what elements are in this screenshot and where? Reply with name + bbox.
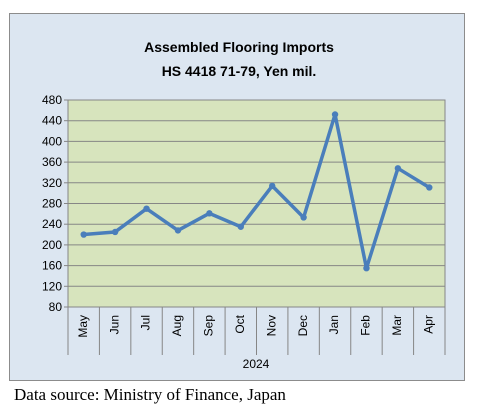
series-line	[81, 112, 432, 270]
y-tick-label: 120	[42, 279, 62, 293]
y-tick-label: 400	[42, 134, 62, 148]
x-tick-label: Oct	[233, 314, 247, 333]
y-tick-label: 440	[42, 114, 62, 128]
y-tick-label: 480	[42, 93, 62, 107]
x-tick-label: Aug	[170, 315, 184, 336]
data-source-note: Data source: Ministry of Finance, Japan	[14, 385, 286, 404]
y-tick-label: 360	[42, 155, 62, 169]
chart-title-line-2: HS 4418 71-79, Yen mil.	[162, 63, 317, 79]
data-point	[80, 231, 87, 238]
x-tick-label: Nov	[264, 315, 278, 336]
data-point	[111, 228, 119, 236]
data-point	[300, 214, 307, 221]
y-tick-label: 240	[42, 217, 62, 231]
data-point	[426, 184, 433, 191]
x-tick-label: Jan	[327, 315, 341, 334]
x-tick-label: Dec	[296, 315, 310, 336]
data-series	[80, 111, 433, 272]
x-tick-label: Jun	[107, 315, 121, 334]
x-tick-label: Jul	[139, 315, 153, 330]
y-tick-label: 80	[49, 300, 63, 314]
data-point	[394, 165, 402, 172]
x-tick-label: Apr	[421, 315, 435, 334]
x-tick-label: Sep	[202, 315, 216, 337]
data-point	[331, 111, 339, 118]
data-point	[206, 210, 213, 217]
chart-title-line-1: Assembled Flooring Imports	[144, 39, 334, 55]
data-point	[363, 264, 370, 272]
gridlines	[64, 99, 446, 355]
y-tick-label: 280	[42, 197, 62, 211]
y-axis-tick-labels: 80 120 160 200 240 280 320 360 400 440 480	[42, 93, 62, 314]
data-point	[269, 182, 276, 190]
y-tick-label: 160	[42, 259, 62, 273]
data-point	[237, 223, 244, 230]
y-tick-label: 200	[42, 238, 62, 252]
x-axis-tick-labels: May Jun Jul Aug Sep Oct Nov Dec Jan Feb Mar Apr	[76, 314, 436, 337]
x-tick-label: Feb	[359, 315, 373, 336]
line-chart: Assembled Flooring Imports HS 4418 71-79…	[42, 39, 446, 371]
chart-area: Assembled Flooring Imports HS 4418 71-79…	[9, 13, 465, 381]
data-point	[174, 227, 182, 234]
x-tick-label: Mar	[390, 315, 404, 336]
y-tick-label: 320	[42, 176, 62, 190]
x-tick-label: May	[76, 315, 90, 338]
data-point	[143, 205, 150, 212]
x-axis-title: 2024	[243, 357, 270, 371]
